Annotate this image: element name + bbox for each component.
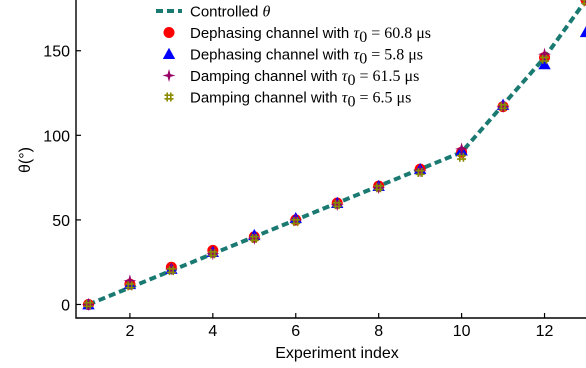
- x-tick-label: 2: [125, 323, 134, 340]
- legend-swatch: [162, 47, 176, 59]
- data-point: [330, 198, 344, 212]
- legend-swatch: [164, 92, 174, 102]
- data-point: [374, 183, 384, 193]
- x-axis-title: Experiment index: [275, 345, 399, 362]
- data-point: [457, 152, 467, 162]
- x-tick-label: 4: [208, 323, 217, 340]
- legend-swatch: [162, 69, 176, 82]
- data-point: [166, 266, 176, 276]
- x-tick-label: 12: [536, 323, 554, 340]
- data-point: [208, 249, 218, 259]
- legend-item: Damping channel with τ0 = 6.5 μs: [164, 90, 411, 111]
- legend-label: Dephasing channel with τ0 = 5.8 μs: [190, 47, 423, 68]
- y-axis-title: θ(°): [17, 147, 34, 173]
- x-tick-label: 8: [374, 323, 383, 340]
- data-point: [332, 200, 342, 210]
- legend-item: Dephasing channel with τ0 = 60.8 μs: [163, 25, 431, 46]
- legend-label: Controlled θ: [190, 4, 271, 21]
- data-point: [291, 217, 301, 227]
- x-tick-label: 10: [453, 323, 471, 340]
- axes: 2 4 6 8 10 12 0 50 100 150: [43, 0, 586, 340]
- data-point: [496, 100, 510, 114]
- data-point: [206, 247, 220, 261]
- y-tick-label: 100: [43, 128, 70, 145]
- y-tick-label: 150: [43, 44, 70, 61]
- data-point: [372, 181, 386, 195]
- axis-frame: [75, 0, 586, 319]
- legend-item: Damping channel with τ0 = 61.5 μs: [162, 68, 419, 89]
- data-point: [455, 142, 469, 156]
- series-4: [83, 0, 586, 309]
- y-tick-label: 0: [61, 297, 70, 314]
- legend-item: Dephasing channel with τ0 = 5.8 μs: [162, 47, 423, 68]
- legend-label: Dephasing channel with τ0 = 60.8 μs: [190, 25, 431, 46]
- plot-marks: [81, 0, 586, 311]
- data-point: [83, 299, 93, 309]
- data-point: [538, 58, 551, 70]
- data-point: [249, 234, 259, 243]
- data-point: [579, 25, 586, 38]
- data-point: [247, 232, 261, 245]
- legend-label: Damping channel with τ0 = 61.5 μs: [190, 68, 419, 89]
- legend-swatch: [163, 27, 175, 38]
- data-point: [540, 54, 550, 64]
- legend-label: Damping channel with τ0 = 6.5 μs: [190, 90, 411, 111]
- legend-item: Controlled θ: [156, 4, 271, 21]
- legend: Controlled θ Dephasing channel with τ0 = …: [156, 4, 431, 111]
- x-tick-label: 6: [291, 323, 300, 340]
- data-point: [125, 281, 135, 291]
- data-point: [81, 297, 95, 311]
- data-point: [538, 47, 552, 61]
- data-point: [415, 168, 425, 178]
- y-tick-label: 50: [52, 213, 70, 230]
- data-point: [498, 102, 508, 112]
- data-point: [123, 274, 137, 288]
